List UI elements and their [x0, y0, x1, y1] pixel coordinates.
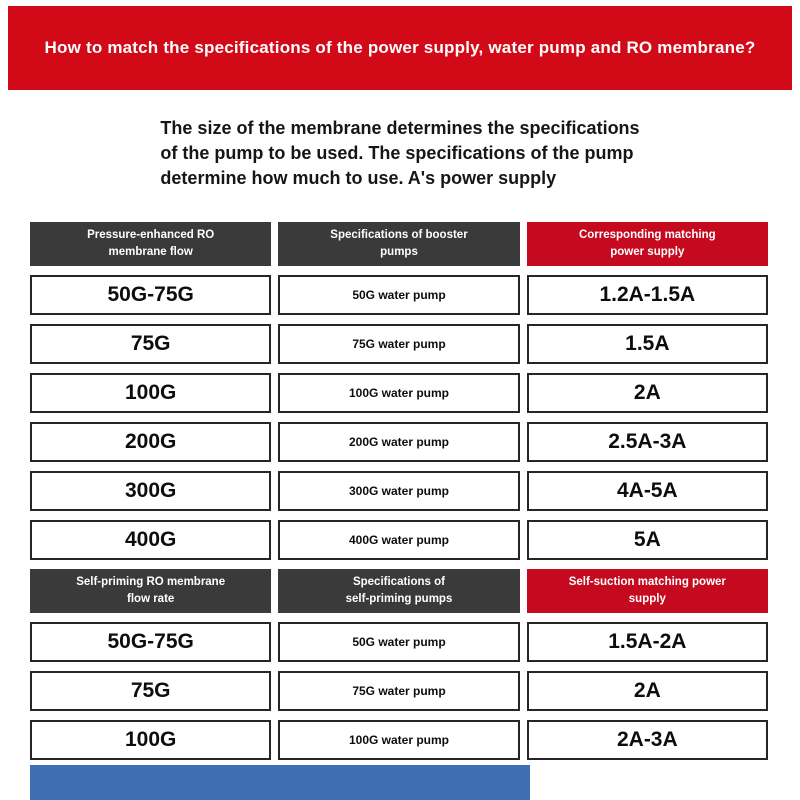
power-supply-cell: 5A — [526, 520, 768, 560]
power-supply-cell: 2A — [526, 373, 768, 413]
membrane-flow-cell: 400G — [30, 520, 272, 560]
title-banner: How to match the specifications of the p… — [8, 6, 792, 90]
header-membrane-flow: Pressure-enhanced RO membrane flow — [30, 222, 272, 266]
power-supply-cell: 1.5A-2A — [526, 622, 768, 662]
intro-text: The size of the membrane determines the … — [160, 118, 640, 188]
header-matching-power-supply: Corresponding matching power supply — [526, 222, 768, 266]
membrane-flow-cell: 100G — [30, 373, 272, 413]
header-booster-pump-specs: Specifications of booster pumps — [278, 222, 520, 266]
header-self-suction-power-supply: Self-suction matching power supply — [526, 569, 768, 613]
pump-spec-cell: 50G water pump — [278, 275, 520, 315]
header-self-priming-pump-specs: Specifications of self-priming pumps — [278, 569, 520, 613]
membrane-flow-cell: 50G-75G — [30, 275, 272, 315]
power-supply-cell: 2.5A-3A — [526, 422, 768, 462]
power-supply-cell: 4A-5A — [526, 471, 768, 511]
header-self-priming-flow: Self-priming RO membrane flow rate — [30, 569, 272, 613]
bottom-blue-bar — [30, 765, 530, 800]
power-supply-cell: 2A — [526, 671, 768, 711]
membrane-flow-cell: 300G — [30, 471, 272, 511]
membrane-flow-cell: 200G — [30, 422, 272, 462]
power-supply-cell: 1.2A-1.5A — [526, 275, 768, 315]
membrane-flow-cell: 100G — [30, 720, 272, 760]
power-supply-cell: 1.5A — [526, 324, 768, 364]
pump-spec-cell: 400G water pump — [278, 520, 520, 560]
pump-spec-cell: 200G water pump — [278, 422, 520, 462]
pump-spec-cell: 100G water pump — [278, 720, 520, 760]
membrane-flow-cell: 50G-75G — [30, 622, 272, 662]
pump-spec-cell: 75G water pump — [278, 324, 520, 364]
pump-spec-cell: 50G water pump — [278, 622, 520, 662]
power-supply-cell: 2A-3A — [526, 720, 768, 760]
pump-spec-cell: 300G water pump — [278, 471, 520, 511]
membrane-flow-cell: 75G — [30, 324, 272, 364]
membrane-flow-cell: 75G — [30, 671, 272, 711]
spec-table: Pressure-enhanced RO membrane flow Speci… — [30, 222, 768, 760]
pump-spec-cell: 75G water pump — [278, 671, 520, 711]
pump-spec-cell: 100G water pump — [278, 373, 520, 413]
page-title: How to match the specifications of the p… — [44, 38, 756, 57]
